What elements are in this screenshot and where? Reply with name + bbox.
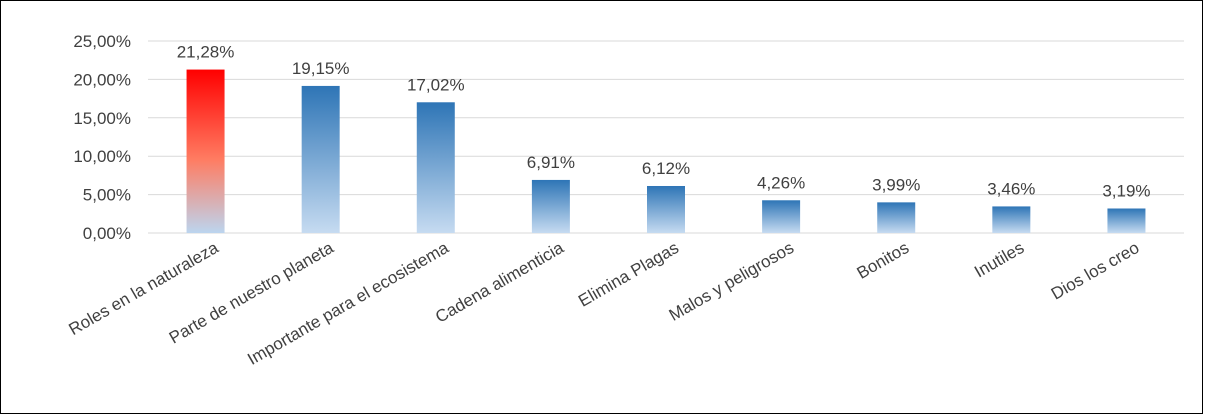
bar (762, 200, 801, 233)
category-label: Elimina Plagas (575, 238, 682, 311)
y-tick-label: 15,00% (73, 109, 131, 128)
category-label: Cadena alimenticia (432, 238, 567, 327)
bars (186, 69, 1146, 233)
bar (992, 206, 1031, 233)
category-label: Malos y peligrosos (666, 238, 797, 325)
bar (531, 179, 570, 233)
data-label: 19,15% (292, 59, 350, 78)
bar (416, 102, 455, 233)
data-labels: 21,28% 19,15% 17,02% 6,91% 6,12% 4,26% 3,99% 3,… (177, 43, 1151, 201)
data-label: 6,91% (527, 153, 575, 172)
data-label: 3,19% (1102, 182, 1150, 201)
y-tick-label: 0,00% (83, 224, 131, 243)
data-label: 6,12% (642, 159, 690, 178)
y-axis-ticks: 0,00% 5,00% 10,00% 15,00% 20,00% 25,00% (73, 32, 131, 243)
bar (1107, 208, 1146, 233)
data-label: 4,26% (757, 173, 805, 192)
category-label: Bonitos (854, 238, 913, 283)
data-label: 21,28% (177, 43, 235, 62)
data-label: 17,02% (407, 75, 465, 94)
y-tick-label: 10,00% (73, 147, 131, 166)
bar (877, 202, 916, 233)
bar (186, 69, 225, 233)
bar (301, 85, 340, 233)
category-label: Importante para el ecosistema (244, 238, 452, 369)
y-tick-label: 25,00% (73, 32, 131, 51)
category-label: Inutiles (971, 238, 1027, 281)
category-label: Dios los creo (1048, 238, 1143, 304)
data-label: 3,99% (872, 175, 920, 194)
y-tick-label: 5,00% (83, 186, 131, 205)
y-tick-label: 20,00% (73, 70, 131, 89)
bar (647, 185, 685, 233)
data-label: 3,46% (987, 179, 1035, 198)
